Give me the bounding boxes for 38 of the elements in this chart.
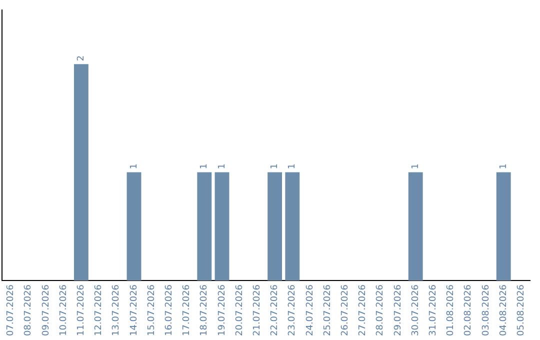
data-label: 1 — [288, 164, 298, 170]
x-tick-label: 26.07.2026 — [340, 284, 351, 336]
x-tick-label: 28.07.2026 — [376, 284, 386, 336]
data-label: 1 — [129, 164, 140, 170]
x-tick-label: 31.07.2026 — [428, 284, 439, 336]
x-tick-label: 02.08.2026 — [464, 284, 474, 336]
x-tick-label: 25.07.2026 — [322, 284, 333, 336]
x-tick-label: 13.07.2026 — [112, 284, 122, 336]
x-tick-label: 22.07.2026 — [270, 284, 280, 336]
data-label: 1 — [270, 164, 280, 170]
x-tick-label: 18.07.2026 — [200, 284, 210, 336]
x-tick-label: 12.07.2026 — [94, 284, 104, 336]
x-tick-label: 07.07.2026 — [6, 284, 16, 336]
x-tick-label: 01.08.2026 — [446, 284, 456, 336]
x-tick-label: 27.07.2026 — [358, 284, 368, 336]
data-label: 1 — [200, 164, 210, 170]
x-tick-label: 03.08.2026 — [481, 284, 492, 336]
x-tick-label: 14.07.2026 — [129, 284, 140, 336]
x-tick-label: 16.07.2026 — [164, 284, 175, 336]
x-tick-label: 15.07.2026 — [146, 284, 157, 336]
x-tick-label: 10.07.2026 — [58, 284, 69, 336]
x-tick-label: 08.07.2026 — [24, 284, 34, 336]
x-tick-label: 11.07.2026 — [76, 284, 87, 336]
x-tick-label: 17.07.2026 — [182, 284, 192, 336]
x-tick-label: 24.07.2026 — [305, 284, 316, 336]
data-label: 1 — [410, 164, 421, 170]
data-label: 1 — [217, 164, 228, 170]
x-tick-label: 19.07.2026 — [217, 284, 228, 336]
x-tick-label: 05.08.2026 — [516, 284, 527, 336]
x-tick-label: 09.07.2026 — [41, 284, 52, 336]
x-tick-label: 21.07.2026 — [252, 284, 263, 336]
data-label: 2 — [76, 55, 87, 62]
x-tick-label: 29.07.2026 — [393, 284, 404, 336]
x-tick-label: 04.08.2026 — [498, 284, 509, 336]
data-label: 1 — [498, 164, 509, 170]
x-tick-label: 23.07.2026 — [288, 284, 298, 336]
x-tick-label: 30.07.2026 — [410, 284, 421, 336]
x-tick-label: 20.07.2026 — [234, 284, 245, 336]
